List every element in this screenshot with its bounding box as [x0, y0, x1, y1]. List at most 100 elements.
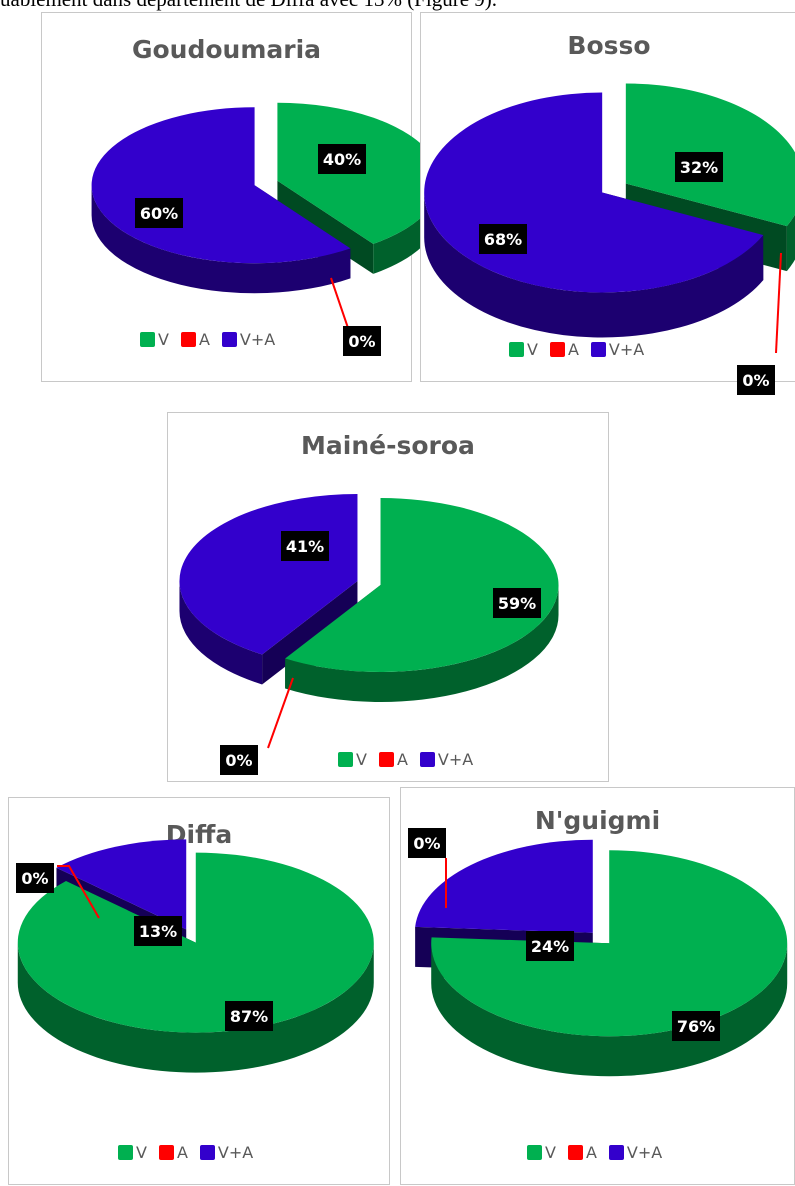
data-label-v: 32%	[675, 152, 723, 182]
chart-title: Mainé-soroa	[301, 431, 475, 460]
data-label-v: 87%	[225, 1001, 273, 1031]
legend: V A V+A	[509, 340, 644, 359]
data-label-text: 68%	[484, 230, 522, 249]
data-label-box	[737, 365, 775, 395]
legend-swatch-va	[221, 332, 237, 347]
chart-title: Bosso	[567, 31, 651, 60]
pie-chart: 40% 0% 60%	[91, 102, 441, 356]
header-text: uablement dans département de Diffa avec…	[0, 0, 795, 17]
data-label-text: 0%	[225, 751, 252, 770]
data-label-text: 40%	[323, 150, 361, 169]
data-label-box	[479, 224, 527, 254]
legend-item-a: A	[567, 1143, 597, 1162]
data-label-a: 0%	[408, 828, 446, 858]
legend-swatch-a	[180, 332, 196, 347]
legend-item-a: A	[180, 330, 210, 349]
legend-item-v: V	[509, 340, 538, 359]
legend-item-v: V	[527, 1143, 556, 1162]
legend-swatch-va	[608, 1145, 624, 1160]
legend-swatch-v	[118, 1145, 133, 1160]
data-label-box	[16, 863, 54, 893]
legend-swatch-va	[590, 342, 606, 357]
legend-swatch-a	[567, 1145, 583, 1160]
data-label-box	[225, 1001, 273, 1031]
legend-item-a: A	[158, 1143, 188, 1162]
legend-item-v: V	[338, 750, 367, 769]
pie-chart: 59% 0% 41%	[179, 493, 559, 775]
legend-swatch-v	[509, 342, 524, 357]
legend-item-va: V+A	[221, 330, 275, 349]
data-label-va: 24%	[526, 931, 574, 961]
leader-line-a	[775, 252, 782, 354]
pie-slice-va	[415, 839, 593, 933]
data-label-text: 24%	[531, 937, 569, 956]
pie-slice-v	[285, 498, 559, 673]
legend-swatch-v	[140, 332, 155, 347]
pie-slice-v	[17, 852, 374, 1033]
legend-swatch-va	[419, 752, 435, 767]
data-label-text: 0%	[21, 869, 48, 888]
legend-item-va: V+A	[419, 750, 473, 769]
data-label-a: 0%	[343, 326, 381, 356]
legend-item-va: V+A	[608, 1143, 662, 1162]
data-label-box	[408, 828, 446, 858]
data-label-text: 0%	[348, 332, 375, 351]
data-label-v: 40%	[318, 144, 366, 174]
pie-slice-side-v	[786, 214, 795, 272]
data-label-v: 59%	[493, 588, 541, 618]
legend-item-v: V	[118, 1143, 147, 1162]
chart-panel-diffa: Diffa 87% 0% 13% V A V+A	[8, 797, 390, 1185]
data-label-text: 59%	[498, 594, 536, 613]
pie-slice-side-v	[285, 585, 559, 703]
data-label-text: 76%	[677, 1017, 715, 1036]
data-label-text: 32%	[680, 158, 718, 177]
legend-item-va: V+A	[590, 340, 644, 359]
pie-chart: 87% 0% 13%	[16, 839, 374, 1073]
legend-swatch-v	[338, 752, 353, 767]
legend-item-v: V	[140, 330, 169, 349]
legend: V A V+A	[118, 1143, 253, 1162]
data-label-box	[318, 144, 366, 174]
data-label-va: 68%	[479, 224, 527, 254]
data-label-text: 60%	[140, 204, 178, 223]
legend-swatch-a	[378, 752, 394, 767]
data-label-box	[526, 931, 574, 961]
data-label-box	[493, 588, 541, 618]
data-label-a: 0%	[16, 863, 54, 893]
leader-line-a	[57, 865, 100, 919]
pie-slice-side-va	[424, 192, 764, 338]
pie-slice-side-va	[179, 580, 263, 685]
legend-swatch-va	[199, 1145, 215, 1160]
data-label-box	[220, 745, 258, 775]
data-label-va: 60%	[135, 198, 183, 228]
data-label-box	[675, 152, 723, 182]
data-label-a: 0%	[220, 745, 258, 775]
pie-slice-side-v	[373, 180, 441, 274]
data-label-box	[135, 198, 183, 228]
data-label-box	[672, 1011, 720, 1041]
data-label-text: 0%	[742, 371, 769, 390]
legend: V A V+A	[527, 1143, 662, 1162]
chart-title: N'guigmi	[534, 806, 661, 835]
data-label-box	[343, 326, 381, 356]
legend-swatch-a	[549, 342, 565, 357]
pie-slice-va	[56, 839, 187, 930]
pie-slice-side-v	[17, 942, 374, 1073]
pie-slice-side-v	[431, 943, 788, 1077]
leader-line-a	[267, 677, 294, 749]
pie-chart: 76% 0% 24%	[408, 828, 788, 1077]
data-label-text: 41%	[286, 537, 324, 556]
data-label-v: 76%	[672, 1011, 720, 1041]
legend-item-a: A	[549, 340, 579, 359]
data-label-text: 13%	[139, 922, 177, 941]
pie-slice-side-va	[91, 185, 351, 294]
chart-panel-nguigmi: N'guigmi 76% 0% 24% V A V+A	[400, 787, 795, 1185]
data-label-text: 87%	[230, 1007, 268, 1026]
legend-item-a: A	[378, 750, 408, 769]
pie-chart: 32% 0% 68%	[424, 83, 795, 395]
chart-panel-bosso: Bosso 32% 0% 68% V A V+A	[420, 12, 795, 395]
data-label-va: 13%	[134, 916, 182, 946]
chart-panel-goudoumaria: Goudoumaria 40% 0% 60% V A V+A	[41, 12, 441, 382]
leader-line-a	[330, 277, 362, 329]
data-label-box	[134, 916, 182, 946]
